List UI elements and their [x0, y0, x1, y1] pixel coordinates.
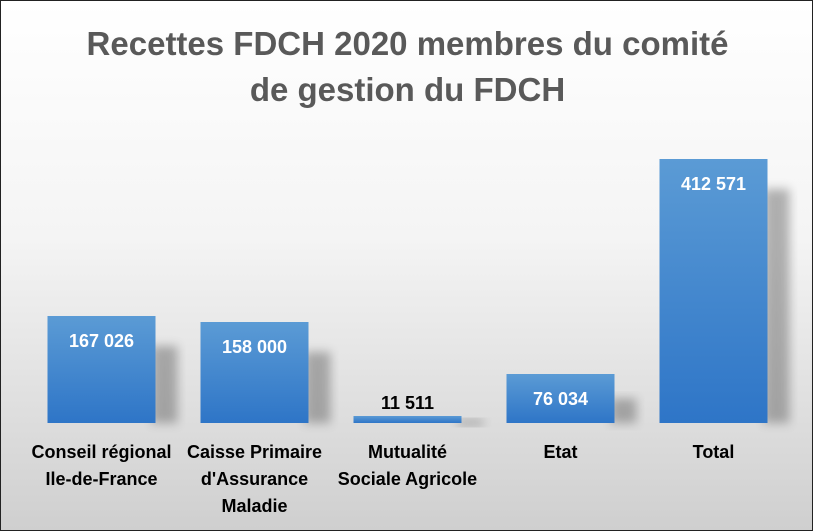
- bar-4: [659, 159, 768, 423]
- chart-title-line-2: de gestion du FDCH: [249, 71, 566, 108]
- bar-shadow: [151, 346, 178, 423]
- category-label-line: Conseil régional: [31, 442, 171, 462]
- data-label-2: 11 511: [381, 393, 434, 413]
- bar-shadows: [151, 189, 790, 426]
- category-label-line: Sociale Agricole: [338, 469, 477, 489]
- category-label-0: Conseil régional Ile-de-France: [31, 442, 171, 489]
- bar-0: [47, 316, 156, 423]
- data-labels-group: 167 026 158 000 11 511 76 034 412 571: [69, 174, 746, 413]
- category-label-2: Mutualité Sociale Agricole: [338, 442, 477, 489]
- category-label-line: Ile-de-France: [45, 469, 157, 489]
- bar-2: [353, 416, 462, 423]
- bar-1: [200, 322, 309, 423]
- category-label-line: Maladie: [221, 496, 287, 516]
- category-labels-group: Conseil régional Ile-de-France Caisse Prim…: [31, 442, 734, 516]
- bar-shadow: [304, 352, 331, 423]
- bar-3: [506, 374, 615, 423]
- bar-shadow: [763, 189, 790, 423]
- data-label-3: 76 034: [533, 389, 588, 409]
- category-label-line: Total: [693, 442, 735, 462]
- bar-shadow: [457, 419, 484, 426]
- bar-shadow: [610, 398, 637, 423]
- data-label-0: 167 026: [69, 331, 134, 351]
- category-label-1: Caisse Primaire d'Assurance Maladie: [187, 442, 322, 516]
- category-label-line: Mutualité: [368, 442, 447, 462]
- category-label-line: Caisse Primaire: [187, 442, 322, 462]
- category-label-line: Etat: [543, 442, 577, 462]
- chart-title: Recettes FDCH 2020 membres du comité de …: [1, 21, 812, 113]
- category-label-3: Etat: [543, 442, 577, 462]
- bars-group: [47, 159, 768, 423]
- category-label-line: d'Assurance: [201, 469, 308, 489]
- category-label-4: Total: [693, 442, 735, 462]
- chart-title-line-1: Recettes FDCH 2020 membres du comité: [86, 25, 729, 62]
- data-label-1: 158 000: [222, 337, 287, 357]
- data-label-4: 412 571: [681, 174, 746, 194]
